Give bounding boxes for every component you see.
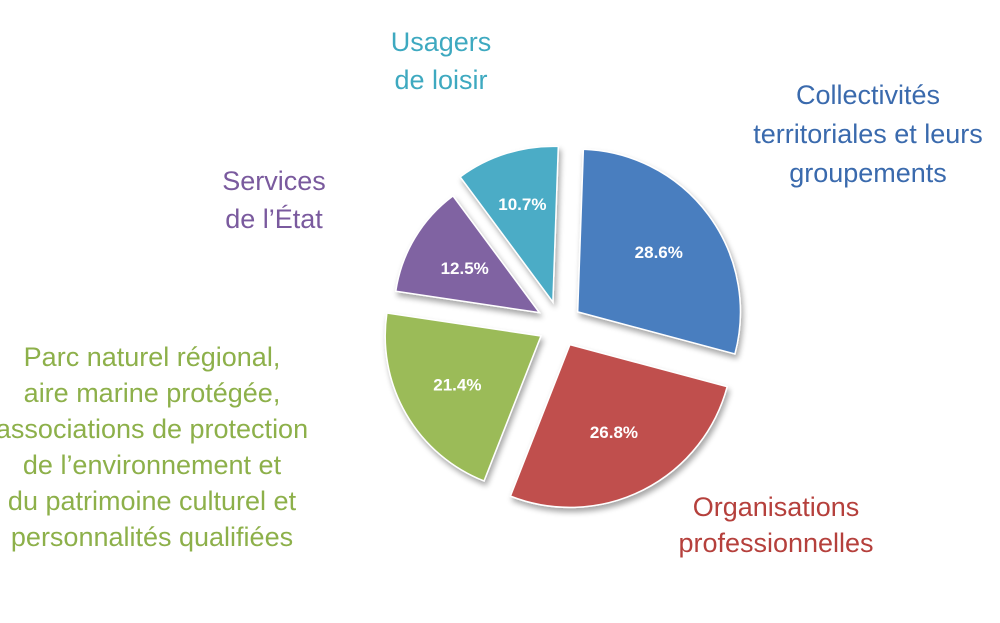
slice-category-label-line: de loisir <box>394 65 487 95</box>
slice-category-label-line: de l’État <box>225 204 323 234</box>
slice-value-label-4: 12.5% <box>441 259 489 278</box>
slice-category-label-4: Services de l’État <box>222 166 326 234</box>
slice-value-label-3: 21.4% <box>433 375 481 394</box>
pie-slice-3 <box>384 312 542 482</box>
slice-category-label-line: associations de protection <box>0 414 308 444</box>
slice-category-label-3: Parc naturel régional, aire marine protég… <box>0 342 308 552</box>
slice-value-label-2: 26.8% <box>590 423 638 442</box>
slice-category-label-line: Services <box>222 166 326 196</box>
pie-slice-1 <box>576 148 742 355</box>
slice-category-label-1: Collectivités territoriales et leurs group… <box>753 80 983 188</box>
slice-category-label-line: du patrimoine culturel et <box>8 486 297 516</box>
slice-category-label-5: Usagers de loisir <box>391 27 492 95</box>
pie-slice-2 <box>509 343 729 509</box>
slice-category-label-line: de l’environnement et <box>23 450 282 480</box>
slice-category-label-2: Organisations professionnelles <box>678 492 873 558</box>
slice-category-label-line: aire marine protégée, <box>24 378 281 408</box>
slice-category-label-line: personnalités qualifiées <box>11 522 293 552</box>
slice-category-label-line: Organisations <box>693 492 860 522</box>
slice-category-label-line: Parc naturel régional, <box>24 342 281 372</box>
slice-value-label-5: 10.7% <box>498 195 546 214</box>
pie-slice-5 <box>459 145 560 305</box>
slice-category-label-line: Collectivités <box>796 80 940 110</box>
slice-category-label-line: groupements <box>789 158 947 188</box>
pie-slice-4 <box>394 194 542 314</box>
slice-category-label-line: territoriales et leurs <box>753 119 983 149</box>
slice-value-label-1: 28.6% <box>635 243 683 262</box>
slice-category-label-line: Usagers <box>391 27 492 57</box>
slice-category-label-line: professionnelles <box>678 528 873 558</box>
